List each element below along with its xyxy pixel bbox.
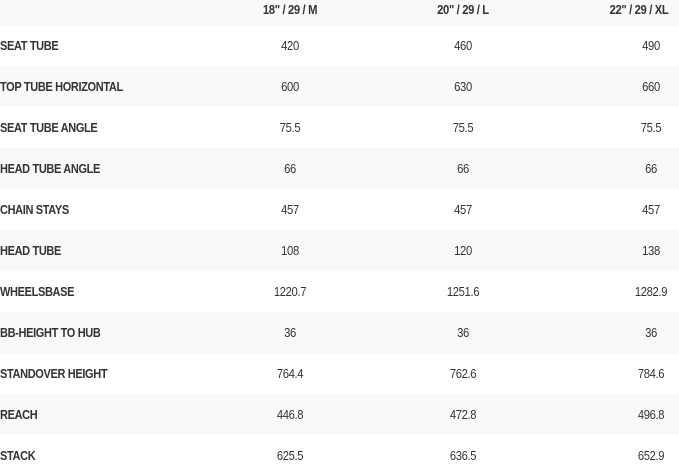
cell-value: 630 bbox=[454, 79, 472, 94]
cell-value: 472.8 bbox=[449, 407, 477, 422]
row-label: SEAT TUBE bbox=[0, 38, 59, 53]
cell-value: 36 bbox=[284, 325, 296, 340]
row-label: SEAT TUBE ANGLE bbox=[0, 120, 98, 135]
table-row: SEAT TUBE ANGLE 75.5 75.5 75.5 bbox=[0, 107, 679, 148]
cell-value: 75.5 bbox=[452, 120, 474, 135]
cell-value: 36 bbox=[645, 325, 657, 340]
cell-value: 652.9 bbox=[637, 448, 665, 463]
cell-value: 1251.6 bbox=[446, 284, 480, 299]
cell-value: 66 bbox=[645, 161, 657, 176]
table-row: BB-HEIGHT TO HUB 36 36 36 bbox=[0, 312, 679, 353]
cell-value: 457 bbox=[281, 202, 299, 217]
cell-value: 636.5 bbox=[449, 448, 477, 463]
cell-value: 460 bbox=[454, 38, 472, 53]
row-label: STACK bbox=[0, 448, 36, 463]
cell-value: 138 bbox=[642, 243, 660, 258]
row-label: WHEELSBASE bbox=[0, 284, 75, 299]
cell-value: 762.6 bbox=[449, 366, 477, 381]
column-header-m: 18" / 29 / M bbox=[262, 3, 318, 17]
cell-value: 625.5 bbox=[276, 448, 304, 463]
cell-value: 36 bbox=[457, 325, 469, 340]
column-header-xl: 22" / 29 / XL bbox=[609, 3, 669, 17]
cell-value: 784.6 bbox=[637, 366, 665, 381]
row-label: HEAD TUBE bbox=[0, 243, 62, 258]
row-label: STANDOVER HEIGHT bbox=[0, 366, 108, 381]
table-row: STANDOVER HEIGHT 764.4 762.6 784.6 bbox=[0, 353, 679, 394]
cell-value: 120 bbox=[454, 243, 472, 258]
table-row: HEAD TUBE ANGLE 66 66 66 bbox=[0, 148, 679, 189]
table-header-row: 18" / 29 / M 20" / 29 / L 22" / 29 / XL bbox=[0, 0, 679, 25]
cell-value: 75.5 bbox=[279, 120, 301, 135]
table-row: CHAIN STAYS 457 457 457 bbox=[0, 189, 679, 230]
cell-value: 1282.9 bbox=[634, 284, 668, 299]
row-label: REACH bbox=[0, 407, 38, 422]
cell-value: 75.5 bbox=[640, 120, 662, 135]
cell-value: 66 bbox=[457, 161, 469, 176]
row-label: CHAIN STAYS bbox=[0, 202, 69, 217]
row-label: TOP TUBE HORIZONTAL bbox=[0, 79, 123, 94]
cell-value: 108 bbox=[281, 243, 299, 258]
table-row: HEAD TUBE 108 120 138 bbox=[0, 230, 679, 271]
row-label: HEAD TUBE ANGLE bbox=[0, 161, 101, 176]
row-label: BB-HEIGHT TO HUB bbox=[0, 325, 101, 340]
cell-value: 457 bbox=[642, 202, 660, 217]
cell-value: 496.8 bbox=[637, 407, 665, 422]
table-row: STACK 625.5 636.5 652.9 bbox=[0, 435, 679, 476]
table-row: TOP TUBE HORIZONTAL 600 630 660 bbox=[0, 66, 679, 107]
cell-value: 490 bbox=[642, 38, 660, 53]
table-row: SEAT TUBE 420 460 490 bbox=[0, 25, 679, 66]
cell-value: 764.4 bbox=[276, 366, 304, 381]
cell-value: 1220.7 bbox=[273, 284, 307, 299]
cell-value: 66 bbox=[284, 161, 296, 176]
cell-value: 600 bbox=[281, 79, 299, 94]
table-row: REACH 446.8 472.8 496.8 bbox=[0, 394, 679, 435]
column-header-l: 20" / 29 / L bbox=[437, 3, 489, 17]
table-row: WHEELSBASE 1220.7 1251.6 1282.9 bbox=[0, 271, 679, 312]
cell-value: 457 bbox=[454, 202, 472, 217]
cell-value: 420 bbox=[281, 38, 299, 53]
cell-value: 660 bbox=[642, 79, 660, 94]
cell-value: 446.8 bbox=[276, 407, 304, 422]
